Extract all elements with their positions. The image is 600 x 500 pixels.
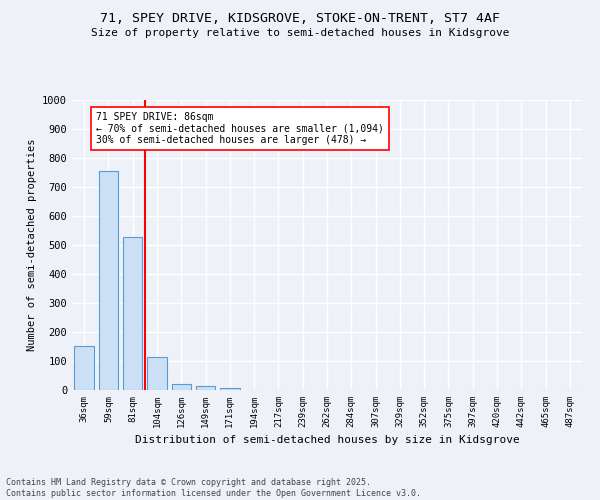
Bar — [147, 357, 167, 390]
Bar — [74, 346, 94, 390]
Y-axis label: Number of semi-detached properties: Number of semi-detached properties — [26, 138, 37, 352]
Text: 71 SPEY DRIVE: 86sqm
← 70% of semi-detached houses are smaller (1,094)
30% of se: 71 SPEY DRIVE: 86sqm ← 70% of semi-detac… — [96, 112, 384, 145]
Bar — [196, 386, 215, 390]
Text: Contains HM Land Registry data © Crown copyright and database right 2025.
Contai: Contains HM Land Registry data © Crown c… — [6, 478, 421, 498]
Text: 71, SPEY DRIVE, KIDSGROVE, STOKE-ON-TRENT, ST7 4AF: 71, SPEY DRIVE, KIDSGROVE, STOKE-ON-TREN… — [100, 12, 500, 26]
Bar — [123, 238, 142, 390]
Bar — [99, 171, 118, 390]
X-axis label: Distribution of semi-detached houses by size in Kidsgrove: Distribution of semi-detached houses by … — [134, 436, 520, 446]
Bar — [172, 384, 191, 390]
Text: Size of property relative to semi-detached houses in Kidsgrove: Size of property relative to semi-detach… — [91, 28, 509, 38]
Bar — [220, 388, 239, 390]
